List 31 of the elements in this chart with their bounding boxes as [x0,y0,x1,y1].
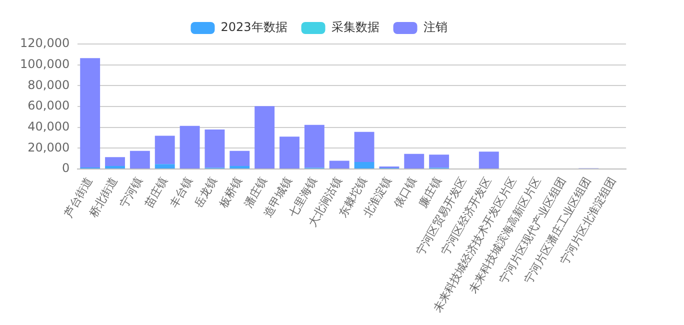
bar [105,157,125,166]
legend-label: 2023年数据 [220,20,288,34]
bar [280,136,300,169]
y-tick-label: 100,000 [20,56,70,71]
bar [230,150,250,166]
y-tick-label: 120,000 [20,36,70,50]
bar [404,154,424,169]
y-tick-label: 80,000 [28,78,70,92]
bar [254,106,275,169]
bar [230,166,250,169]
bar [204,130,225,168]
bar [180,126,200,169]
bar [329,160,350,169]
bar [154,136,175,164]
y-tick-label: 0 [62,161,70,176]
y-tick-label: 60,000 [28,98,70,113]
y-tick-label: 40,000 [28,119,70,134]
bar [80,58,100,168]
bar [478,152,499,169]
bar [354,132,374,162]
x-tick-label: 俵口镇 [391,174,420,210]
bar [154,164,175,169]
bar [304,124,324,168]
bar [130,150,150,169]
legend-label: 注销 [423,20,448,34]
bar [429,154,450,168]
bar [354,162,374,169]
legend-label: 采集数据 [331,20,380,34]
bar [105,166,125,169]
y-tick-label: 20,000 [28,140,70,154]
x-tick-label: 丰台镇 [167,174,195,210]
